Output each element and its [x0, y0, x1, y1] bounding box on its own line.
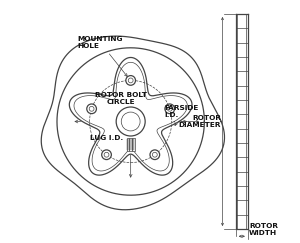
Bar — [127, 138, 129, 151]
Circle shape — [167, 106, 172, 111]
Text: ROTOR
WIDTH: ROTOR WIDTH — [249, 223, 278, 236]
Circle shape — [104, 152, 109, 157]
Text: LUG I.D.: LUG I.D. — [90, 135, 123, 141]
Polygon shape — [236, 14, 248, 229]
Text: ROTOR
DIAMETER: ROTOR DIAMETER — [179, 115, 221, 128]
Text: MOUNTING
HOLE: MOUNTING HOLE — [77, 36, 127, 77]
Circle shape — [165, 104, 175, 114]
Circle shape — [126, 76, 136, 85]
Bar — [132, 138, 135, 151]
Circle shape — [150, 150, 160, 160]
Circle shape — [87, 104, 96, 114]
Polygon shape — [57, 48, 204, 195]
Circle shape — [128, 78, 133, 83]
Bar — [129, 138, 132, 151]
Circle shape — [121, 112, 140, 131]
Text: ROTOR BOLT
CIRCLE: ROTOR BOLT CIRCLE — [95, 92, 147, 104]
Circle shape — [116, 107, 145, 136]
Text: FARSIDE
I.D.: FARSIDE I.D. — [164, 105, 199, 126]
Circle shape — [152, 152, 157, 157]
Polygon shape — [41, 36, 224, 210]
Polygon shape — [69, 58, 192, 175]
Circle shape — [102, 150, 111, 160]
Circle shape — [89, 106, 94, 111]
